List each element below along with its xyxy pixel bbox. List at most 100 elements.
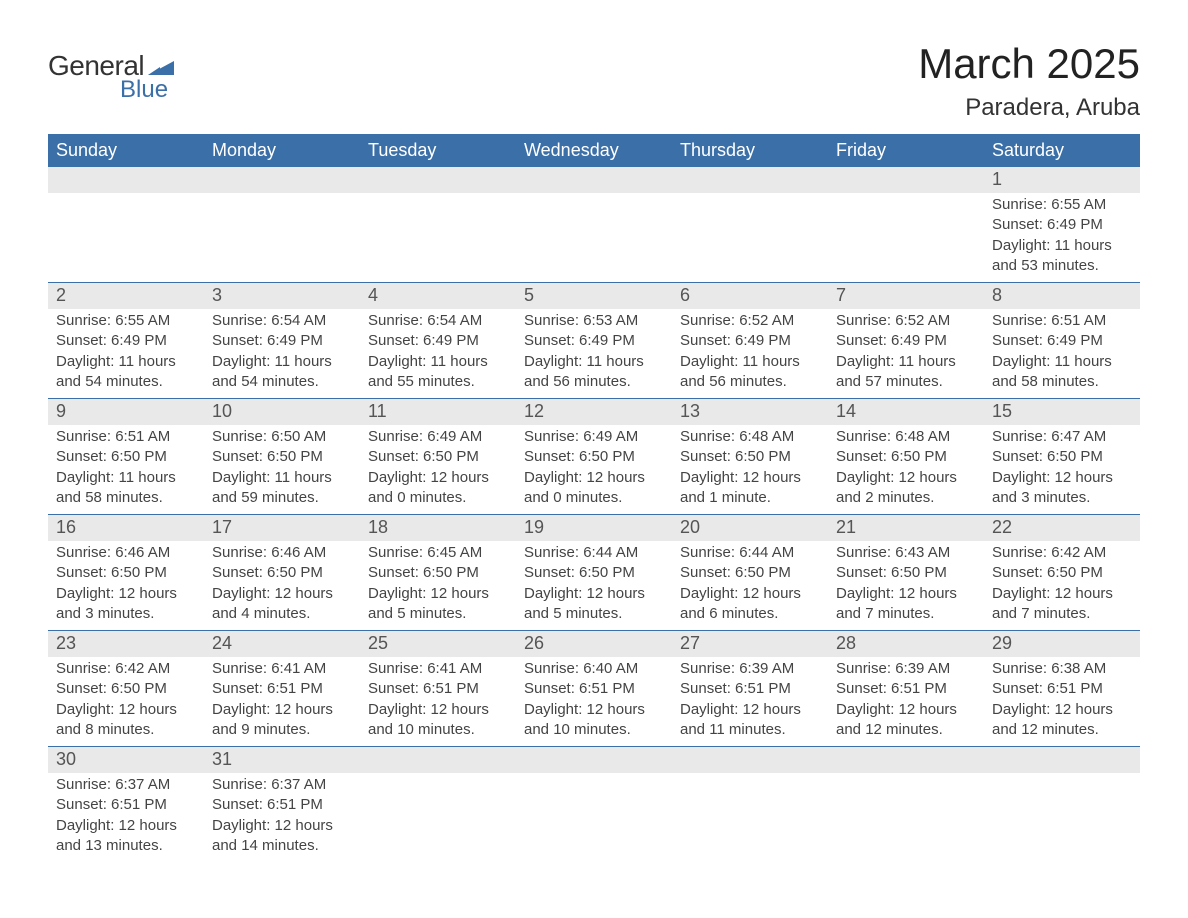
daylight-text: Daylight: 12 hours and 0 minutes. [368, 468, 508, 509]
day-info: Sunrise: 6:44 AMSunset: 6:50 PMDaylight:… [516, 541, 672, 630]
day-info: Sunrise: 6:37 AMSunset: 6:51 PMDaylight:… [48, 773, 204, 862]
day-number: 26 [516, 631, 672, 657]
daylight-text: Daylight: 11 hours and 56 minutes. [524, 352, 664, 393]
sunrise-text: Sunrise: 6:40 AM [524, 659, 664, 679]
sunset-text: Sunset: 6:49 PM [680, 331, 820, 351]
calendar-header-cell: Sunday [48, 134, 204, 167]
daylight-text: Daylight: 12 hours and 1 minute. [680, 468, 820, 509]
day-info: Sunrise: 6:48 AMSunset: 6:50 PMDaylight:… [672, 425, 828, 514]
sunset-text: Sunset: 6:51 PM [992, 679, 1132, 699]
day-info: Sunrise: 6:51 AMSunset: 6:50 PMDaylight:… [48, 425, 204, 514]
daylight-text: Daylight: 12 hours and 13 minutes. [56, 816, 196, 857]
daylight-text: Daylight: 11 hours and 56 minutes. [680, 352, 820, 393]
calendar-day-cell: 12Sunrise: 6:49 AMSunset: 6:50 PMDayligh… [516, 399, 672, 515]
calendar-day-cell: 20Sunrise: 6:44 AMSunset: 6:50 PMDayligh… [672, 515, 828, 631]
day-info-empty [828, 193, 984, 263]
month-title: March 2025 [918, 40, 1140, 88]
daylight-text: Daylight: 11 hours and 58 minutes. [56, 468, 196, 509]
day-number: 20 [672, 515, 828, 541]
calendar-day-cell: 31Sunrise: 6:37 AMSunset: 6:51 PMDayligh… [204, 747, 360, 863]
calendar-day-cell: 30Sunrise: 6:37 AMSunset: 6:51 PMDayligh… [48, 747, 204, 863]
day-number-empty [360, 747, 516, 773]
sunset-text: Sunset: 6:50 PM [992, 447, 1132, 467]
sunset-text: Sunset: 6:50 PM [836, 563, 976, 583]
calendar-day-cell [828, 747, 984, 863]
sunset-text: Sunset: 6:50 PM [680, 447, 820, 467]
calendar-day-cell: 11Sunrise: 6:49 AMSunset: 6:50 PMDayligh… [360, 399, 516, 515]
day-number: 5 [516, 283, 672, 309]
location-label: Paradera, Aruba [918, 94, 1140, 122]
sunrise-text: Sunrise: 6:42 AM [992, 543, 1132, 563]
day-info-empty [48, 193, 204, 263]
day-number-empty [360, 167, 516, 193]
day-info: Sunrise: 6:38 AMSunset: 6:51 PMDaylight:… [984, 657, 1140, 746]
day-info: Sunrise: 6:48 AMSunset: 6:50 PMDaylight:… [828, 425, 984, 514]
day-info: Sunrise: 6:52 AMSunset: 6:49 PMDaylight:… [672, 309, 828, 398]
sunset-text: Sunset: 6:51 PM [368, 679, 508, 699]
daylight-text: Daylight: 12 hours and 7 minutes. [836, 584, 976, 625]
sunset-text: Sunset: 6:51 PM [836, 679, 976, 699]
calendar-header-cell: Wednesday [516, 134, 672, 167]
sunset-text: Sunset: 6:50 PM [992, 563, 1132, 583]
day-info: Sunrise: 6:54 AMSunset: 6:49 PMDaylight:… [360, 309, 516, 398]
calendar-day-cell: 18Sunrise: 6:45 AMSunset: 6:50 PMDayligh… [360, 515, 516, 631]
sunset-text: Sunset: 6:49 PM [836, 331, 976, 351]
sunrise-text: Sunrise: 6:46 AM [212, 543, 352, 563]
day-info: Sunrise: 6:55 AMSunset: 6:49 PMDaylight:… [48, 309, 204, 398]
day-info: Sunrise: 6:39 AMSunset: 6:51 PMDaylight:… [672, 657, 828, 746]
daylight-text: Daylight: 11 hours and 59 minutes. [212, 468, 352, 509]
sunrise-text: Sunrise: 6:48 AM [836, 427, 976, 447]
sunset-text: Sunset: 6:50 PM [56, 447, 196, 467]
calendar-day-cell: 9Sunrise: 6:51 AMSunset: 6:50 PMDaylight… [48, 399, 204, 515]
daylight-text: Daylight: 12 hours and 5 minutes. [368, 584, 508, 625]
day-info: Sunrise: 6:45 AMSunset: 6:50 PMDaylight:… [360, 541, 516, 630]
day-info: Sunrise: 6:50 AMSunset: 6:50 PMDaylight:… [204, 425, 360, 514]
sunset-text: Sunset: 6:51 PM [524, 679, 664, 699]
daylight-text: Daylight: 12 hours and 9 minutes. [212, 700, 352, 741]
sunset-text: Sunset: 6:49 PM [368, 331, 508, 351]
sunrise-text: Sunrise: 6:50 AM [212, 427, 352, 447]
sunset-text: Sunset: 6:50 PM [56, 563, 196, 583]
sunrise-text: Sunrise: 6:46 AM [56, 543, 196, 563]
day-number: 25 [360, 631, 516, 657]
sunrise-text: Sunrise: 6:41 AM [368, 659, 508, 679]
day-info: Sunrise: 6:51 AMSunset: 6:49 PMDaylight:… [984, 309, 1140, 398]
day-number: 14 [828, 399, 984, 425]
day-info: Sunrise: 6:40 AMSunset: 6:51 PMDaylight:… [516, 657, 672, 746]
day-number-empty [516, 747, 672, 773]
sunset-text: Sunset: 6:50 PM [212, 563, 352, 583]
day-number: 27 [672, 631, 828, 657]
calendar-day-cell [516, 747, 672, 863]
day-number: 9 [48, 399, 204, 425]
sunrise-text: Sunrise: 6:42 AM [56, 659, 196, 679]
day-info: Sunrise: 6:41 AMSunset: 6:51 PMDaylight:… [204, 657, 360, 746]
sunrise-text: Sunrise: 6:44 AM [680, 543, 820, 563]
day-info: Sunrise: 6:47 AMSunset: 6:50 PMDaylight:… [984, 425, 1140, 514]
daylight-text: Daylight: 11 hours and 55 minutes. [368, 352, 508, 393]
day-number: 6 [672, 283, 828, 309]
daylight-text: Daylight: 12 hours and 4 minutes. [212, 584, 352, 625]
day-info: Sunrise: 6:55 AMSunset: 6:49 PMDaylight:… [984, 193, 1140, 282]
daylight-text: Daylight: 12 hours and 10 minutes. [524, 700, 664, 741]
day-number: 22 [984, 515, 1140, 541]
calendar-day-cell: 27Sunrise: 6:39 AMSunset: 6:51 PMDayligh… [672, 631, 828, 747]
day-info: Sunrise: 6:39 AMSunset: 6:51 PMDaylight:… [828, 657, 984, 746]
sunrise-text: Sunrise: 6:54 AM [212, 311, 352, 331]
day-number: 13 [672, 399, 828, 425]
daylight-text: Daylight: 11 hours and 58 minutes. [992, 352, 1132, 393]
sunset-text: Sunset: 6:51 PM [212, 679, 352, 699]
sunrise-text: Sunrise: 6:48 AM [680, 427, 820, 447]
sunset-text: Sunset: 6:50 PM [524, 447, 664, 467]
sunset-text: Sunset: 6:51 PM [680, 679, 820, 699]
calendar-day-cell: 16Sunrise: 6:46 AMSunset: 6:50 PMDayligh… [48, 515, 204, 631]
calendar-day-cell: 2Sunrise: 6:55 AMSunset: 6:49 PMDaylight… [48, 283, 204, 399]
daylight-text: Daylight: 12 hours and 3 minutes. [56, 584, 196, 625]
sunrise-text: Sunrise: 6:38 AM [992, 659, 1132, 679]
day-number: 23 [48, 631, 204, 657]
calendar-day-cell [204, 167, 360, 283]
day-number: 4 [360, 283, 516, 309]
calendar-day-cell: 21Sunrise: 6:43 AMSunset: 6:50 PMDayligh… [828, 515, 984, 631]
daylight-text: Daylight: 11 hours and 57 minutes. [836, 352, 976, 393]
calendar-body: 1Sunrise: 6:55 AMSunset: 6:49 PMDaylight… [48, 167, 1140, 862]
day-number: 3 [204, 283, 360, 309]
